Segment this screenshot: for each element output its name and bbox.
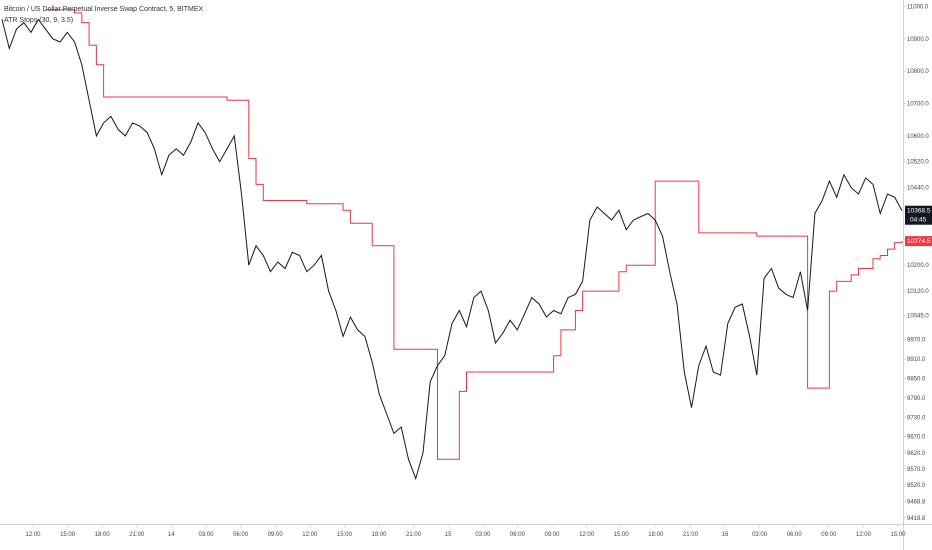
stop-value-badge: 10274.5 [905, 236, 932, 247]
time-tick-label: 12:00 [579, 532, 595, 538]
time-tick-label: 09:00 [544, 532, 560, 538]
price-tick-label: 9670.0 [907, 435, 926, 441]
time-tick-label: 15 [445, 532, 452, 538]
stop-value: 10274.5 [907, 238, 931, 245]
price-tick-label: 9620.0 [907, 451, 926, 457]
price-tick-label: 9910.0 [907, 357, 926, 363]
time-tick-label: 03:00 [198, 532, 214, 538]
time-tick-label: 16 [722, 532, 729, 538]
last-price-badge: 10368.5 04:45 [905, 205, 932, 225]
indicator-title[interactable]: ATR Stops (30, 9, 3.5) [4, 17, 74, 24]
price-tick-label: 9418.8 [907, 516, 926, 522]
time-tick-label: 03:00 [752, 532, 768, 538]
time-tick-label: 18:00 [648, 532, 664, 538]
plot-area[interactable] [0, 0, 903, 524]
atr-stop-line [45, 9, 903, 460]
time-tick-label: 12:00 [25, 532, 41, 538]
time-tick-label: 15:00 [337, 532, 353, 538]
price-tick-label: 9468.8 [907, 500, 926, 506]
time-tick-label: 12:00 [302, 532, 318, 538]
symbol-title[interactable]: Bitcoin / US Dollar Perpetual Inverse Sw… [4, 6, 204, 13]
price-tick-label: 10520.0 [907, 160, 929, 166]
price-tick-label: 10900.0 [907, 37, 929, 43]
price-tick-label: 9570.0 [907, 467, 926, 473]
price-tick-label: 9970.0 [907, 338, 926, 344]
price-tick-label: 10200.0 [907, 263, 929, 269]
price-tick-label: 10045.0 [907, 313, 929, 319]
price-tick-label: 9790.0 [907, 396, 926, 402]
time-tick-label: 18:00 [371, 532, 387, 538]
last-price-value: 10368.5 [907, 208, 931, 215]
price-axis[interactable]: 11000.0 10900.0 10800.0 10700.0 10600.0 10520… [903, 0, 929, 550]
time-tick-label: 12:00 [856, 532, 872, 538]
price-tick-label: 10700.0 [907, 102, 929, 108]
time-tick-label: 09:00 [268, 532, 284, 538]
time-tick-label: 15:00 [614, 532, 630, 538]
time-tick-label: 09:00 [821, 532, 837, 538]
price-tick-label: 11000.0 [907, 4, 929, 10]
price-tick-label: 10600.0 [907, 134, 929, 140]
price-tick-label: 9850.0 [907, 376, 926, 382]
time-tick-label: 15:00 [890, 532, 906, 538]
time-tick-label: 18:00 [95, 532, 111, 538]
price-tick-label: 10800.0 [907, 69, 929, 75]
time-tick-label: 21:00 [406, 532, 422, 538]
price-line [1, 18, 903, 481]
time-tick-label: 21:00 [683, 532, 699, 538]
price-tick-label: 9520.0 [907, 483, 926, 489]
bar-countdown: 04:45 [910, 217, 927, 224]
chart-legend: Bitcoin / US Dollar Perpetual Inverse Sw… [4, 4, 203, 26]
stop-value-badge-box [905, 236, 932, 247]
time-axis[interactable]: 12:00 15:00 18:00 21:00 14 03:00 06:00 09:00 12:… [0, 524, 932, 538]
time-tick-label: 15:00 [60, 532, 76, 538]
time-tick-label: 06:00 [233, 532, 249, 538]
price-tick-label: 9730.0 [907, 415, 926, 421]
last-price-badge-box [905, 205, 932, 225]
time-tick-label: 06:00 [510, 532, 526, 538]
time-tick-label: 21:00 [129, 532, 145, 538]
time-tick-label: 14 [168, 532, 175, 538]
time-tick-label: 03:00 [475, 532, 491, 538]
plot-background [0, 0, 903, 524]
price-tick-label: 10120.0 [907, 289, 929, 295]
time-tick-label: 06:00 [787, 532, 803, 538]
price-tick-label: 10440.0 [907, 186, 929, 192]
